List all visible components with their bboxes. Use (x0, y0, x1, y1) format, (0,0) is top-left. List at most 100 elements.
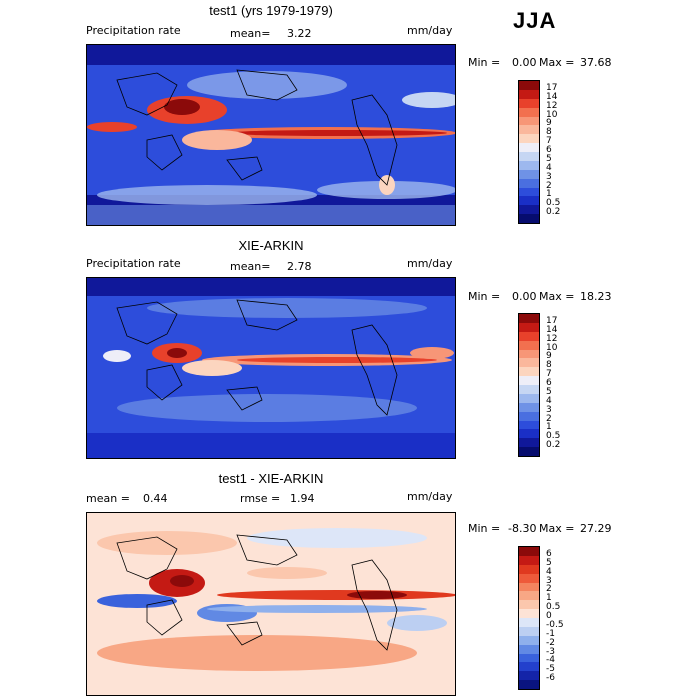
colorbar-segment (519, 116, 539, 126)
colorbar-segment (519, 160, 539, 170)
colorbar-tick-label: 12 (546, 333, 558, 344)
colorbar-tick-label: 1 (546, 593, 552, 604)
panel1-title: test1 (yrs 1979-1979) (209, 3, 333, 18)
panel1-map (86, 44, 456, 226)
panel2-field-svg (87, 278, 455, 458)
season-label: JJA (513, 8, 557, 33)
panel1-field-svg (87, 45, 455, 225)
panel3-title: test1 - XIE-ARKIN (218, 471, 324, 486)
panel1-min-value: 0.00 (512, 56, 537, 69)
colorbar-tick-label: -6 (546, 673, 555, 684)
panel2-mean-value: 2.78 (287, 260, 312, 273)
colorbar-segment (519, 438, 539, 448)
colorbar-tick-label: 5 (546, 153, 552, 164)
panel3-rmse-value: 1.94 (290, 492, 315, 505)
colorbar-tick-label: 17 (546, 82, 558, 93)
colorbar-tick-label: 10 (546, 109, 558, 120)
colorbar-segment (519, 591, 539, 601)
colorbar-segment (519, 393, 539, 403)
colorbar-segment (519, 662, 539, 672)
colorbar-tick-label: 0.5 (546, 198, 561, 209)
colorbar-segment (519, 411, 539, 421)
panel2-max-value: 18.23 (580, 290, 612, 303)
colorbar-tick-label: 9 (546, 351, 552, 362)
colorbar-tick-label: 6 (546, 378, 552, 388)
colorbar-tick-label: 0.2 (546, 207, 561, 218)
colorbar-segment (519, 107, 539, 117)
panel1-units: mm/day (407, 24, 453, 37)
colorbar-segment (519, 376, 539, 385)
colorbar-tick-label: 2 (546, 180, 552, 191)
colorbar-segment (519, 152, 539, 161)
colorbar-tick-label: 8 (546, 127, 552, 138)
colorbar-segment (519, 420, 539, 430)
colorbar-tick-label: 0 (546, 611, 552, 621)
panel2-mean-label: mean= (230, 260, 271, 273)
colorbar-tick-label: 3 (546, 404, 552, 415)
colorbar-segment (519, 340, 539, 350)
colorbar-tick-label: 6 (546, 548, 552, 559)
colorbar-segment (519, 671, 539, 681)
colorbar-tick-label: 5 (546, 386, 552, 397)
colorbar-segment (519, 367, 539, 377)
panel1-max-value: 37.68 (580, 56, 612, 69)
panel1-colorbar (518, 80, 540, 224)
panel3-map (86, 512, 456, 696)
panel1-mean-label: mean= (230, 27, 271, 40)
colorbar-segment (519, 644, 539, 654)
colorbar-tick-label: 14 (546, 324, 558, 335)
colorbar-segment (519, 358, 539, 368)
colorbar-segment (519, 626, 539, 636)
colorbar-tick-label: -0.5 (546, 619, 564, 630)
panel3-colorbar (518, 546, 540, 690)
colorbar-tick-label: 5 (546, 557, 552, 568)
panel1-mean-value: 3.22 (287, 27, 312, 40)
colorbar-tick-label: 6 (546, 145, 552, 155)
panel2-min-label: Min = (468, 290, 501, 303)
colorbar-tick-label: 4 (546, 566, 552, 577)
colorbar-segment (519, 555, 539, 565)
colorbar-segment (519, 214, 539, 223)
colorbar-segment (519, 600, 539, 610)
panel1-max-label: Max = (539, 56, 575, 69)
colorbar-segment (519, 98, 539, 108)
colorbar-tick-label: 7 (546, 369, 552, 380)
colorbar-tick-label: 1 (546, 422, 552, 433)
colorbar-segment (519, 680, 539, 689)
colorbar-tick-label: 3 (546, 575, 552, 586)
panel2-map (86, 277, 456, 459)
colorbar-segment (519, 81, 539, 90)
colorbar-segment (519, 402, 539, 412)
colorbar-segment (519, 314, 539, 323)
colorbar-tick-label: -4 (546, 655, 555, 666)
panel2-min-value: 0.00 (512, 290, 537, 303)
panel3-field-svg (87, 513, 455, 695)
colorbar-segment (519, 429, 539, 439)
panel2-title: XIE-ARKIN (238, 238, 304, 253)
colorbar-segment (519, 187, 539, 197)
colorbar-tick-label: 0.5 (546, 602, 561, 613)
panel2-colorbar (518, 313, 540, 457)
colorbar-tick-label: 4 (546, 395, 552, 406)
colorbar-tick-label: 2 (546, 584, 552, 595)
colorbar-segment (519, 331, 539, 341)
panel2-max-label: Max = (539, 290, 575, 303)
colorbar-tick-label: 4 (546, 162, 552, 173)
colorbar-tick-label: -2 (546, 637, 555, 648)
colorbar-segment (519, 349, 539, 359)
colorbar-segment (519, 169, 539, 179)
panel3-units: mm/day (407, 490, 453, 503)
colorbar-segment (519, 609, 539, 618)
colorbar-segment (519, 618, 539, 627)
colorbar-segment (519, 573, 539, 583)
panel3-mean-label: mean = (86, 492, 130, 505)
panel1-min-label: Min = (468, 56, 501, 69)
panel2-units: mm/day (407, 257, 453, 270)
panel3-max-value: 27.29 (580, 522, 612, 535)
panel3-mean-value: 0.44 (143, 492, 168, 505)
colorbar-segment (519, 447, 539, 456)
colorbar-tick-label: 1 (546, 189, 552, 200)
colorbar-tick-label: 0.2 (546, 440, 561, 451)
colorbar-tick-label: 9 (546, 118, 552, 129)
colorbar-segment (519, 653, 539, 663)
